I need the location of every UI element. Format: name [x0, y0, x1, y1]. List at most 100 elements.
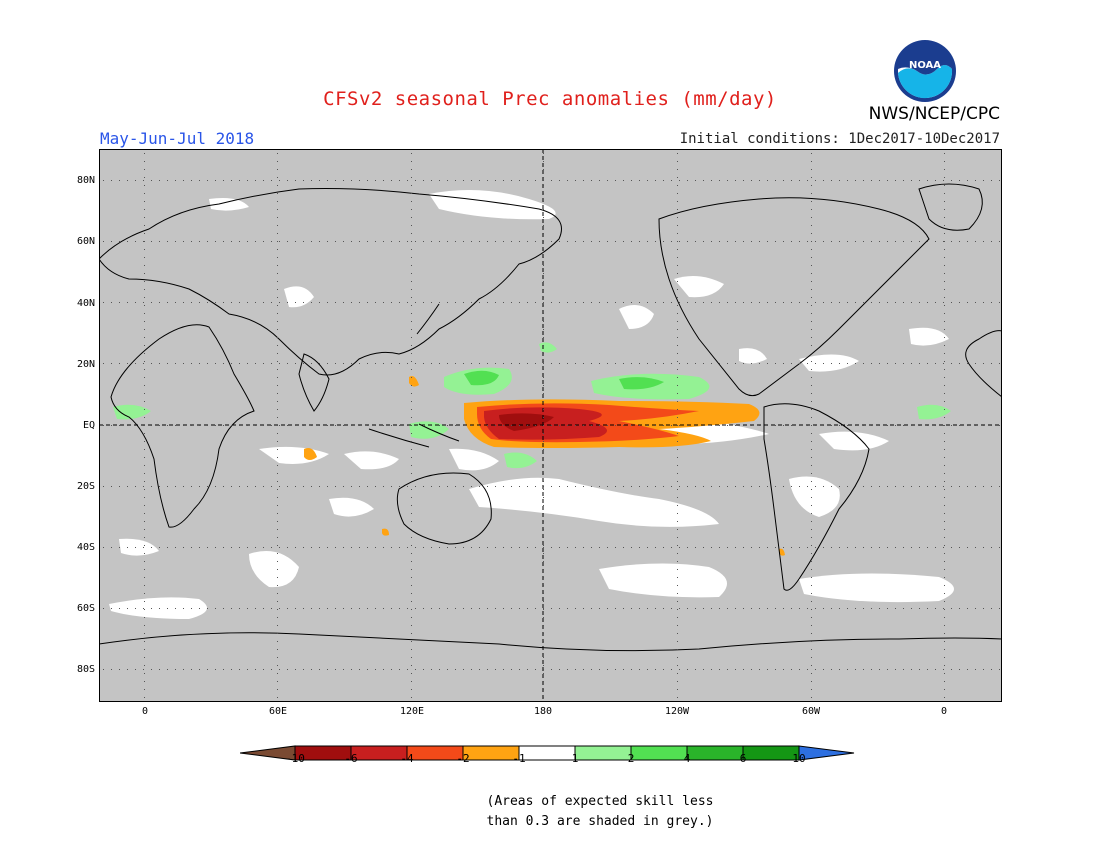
grid-dot: [455, 180, 456, 181]
grid-dot: [647, 608, 648, 609]
grid-dot: [944, 217, 945, 218]
grid-dot: [655, 363, 656, 364]
grid-dot: [967, 363, 968, 364]
grid-dot: [367, 425, 368, 426]
grid-dot: [575, 608, 576, 609]
grid-dot: [487, 241, 488, 242]
grid-dot: [144, 393, 145, 394]
grid-dot: [567, 486, 568, 487]
grid-dot: [277, 401, 278, 402]
grid-dot: [811, 449, 812, 450]
grid-dot: [677, 569, 678, 570]
grid-dot: [463, 363, 464, 364]
grid-dot: [775, 302, 776, 303]
grid-dot: [767, 241, 768, 242]
grid-dot: [671, 425, 672, 426]
grid-dot: [411, 689, 412, 690]
grid-dot: [495, 425, 496, 426]
grid-dot: [677, 265, 678, 266]
grid-dot: [175, 180, 176, 181]
grid-dot: [535, 486, 536, 487]
grid-dot: [944, 401, 945, 402]
grid-dot: [519, 302, 520, 303]
grid-dot: [879, 608, 880, 609]
grid-dot: [735, 486, 736, 487]
grid-dot: [351, 241, 352, 242]
grid-dot: [367, 486, 368, 487]
grid-dot: [991, 669, 992, 670]
grid-dot: [615, 608, 616, 609]
grid-dot: [144, 201, 145, 202]
grid-dot: [811, 553, 812, 554]
grid-dot: [687, 608, 688, 609]
grid-dot: [799, 425, 800, 426]
near-zero-areas: [109, 190, 954, 619]
grid-dot: [144, 553, 145, 554]
grid-dot: [879, 363, 880, 364]
grid-dot: [431, 608, 432, 609]
grid-dot: [151, 425, 152, 426]
grid-dot: [415, 363, 416, 364]
grid-dot: [935, 302, 936, 303]
grid-dot: [327, 241, 328, 242]
grid-dot: [847, 486, 848, 487]
grid-dot: [559, 180, 560, 181]
grid-dot: [927, 547, 928, 548]
grid-dot: [919, 241, 920, 242]
grid-dot: [751, 180, 752, 181]
grid-dot: [911, 425, 912, 426]
grid-dot: [839, 241, 840, 242]
grid-dot: [959, 486, 960, 487]
grid-dot: [527, 180, 528, 181]
grid-dot: [759, 669, 760, 670]
grid-dot: [695, 363, 696, 364]
grid-dot: [543, 641, 544, 642]
grid-dot: [255, 302, 256, 303]
grid-dot: [727, 486, 728, 487]
grid-dot: [959, 363, 960, 364]
grid-dot: [687, 425, 688, 426]
grid-dot: [277, 345, 278, 346]
grid-dot: [831, 486, 832, 487]
grid-dot: [871, 486, 872, 487]
grid-dot: [277, 409, 278, 410]
grid-dot: [951, 669, 952, 670]
grid-dot: [847, 180, 848, 181]
grid-dot: [799, 363, 800, 364]
grid-dot: [711, 547, 712, 548]
grid-dot: [911, 669, 912, 670]
grid-dot: [783, 547, 784, 548]
grid-dot: [677, 473, 678, 474]
grid-dot: [383, 363, 384, 364]
grid-dot: [677, 681, 678, 682]
grid-dot: [144, 209, 145, 210]
grid-dot: [775, 180, 776, 181]
grid-dot: [823, 486, 824, 487]
grid-dot: [944, 601, 945, 602]
grid-dot: [471, 669, 472, 670]
grid-dot: [471, 425, 472, 426]
grid-dot: [303, 363, 304, 364]
grid-dot: [279, 302, 280, 303]
grid-dot: [944, 417, 945, 418]
grid-dot: [677, 305, 678, 306]
grid-dot: [143, 180, 144, 181]
grid-dot: [677, 521, 678, 522]
grid-dot: [703, 425, 704, 426]
grid-dot: [335, 241, 336, 242]
grid-dot: [671, 608, 672, 609]
grid-dot: [447, 486, 448, 487]
grid-dot: [567, 547, 568, 548]
grid-dot: [144, 161, 145, 162]
grid-dot: [944, 481, 945, 482]
grid-dot: [411, 569, 412, 570]
grid-dot: [191, 486, 192, 487]
grid-dot: [277, 665, 278, 666]
grid-dot: [823, 547, 824, 548]
grid-dot: [151, 241, 152, 242]
grid-dot: [411, 465, 412, 466]
grid-dot: [295, 180, 296, 181]
grid-dot: [543, 289, 544, 290]
grid-dot: [863, 363, 864, 364]
grid-dot: [277, 425, 278, 426]
